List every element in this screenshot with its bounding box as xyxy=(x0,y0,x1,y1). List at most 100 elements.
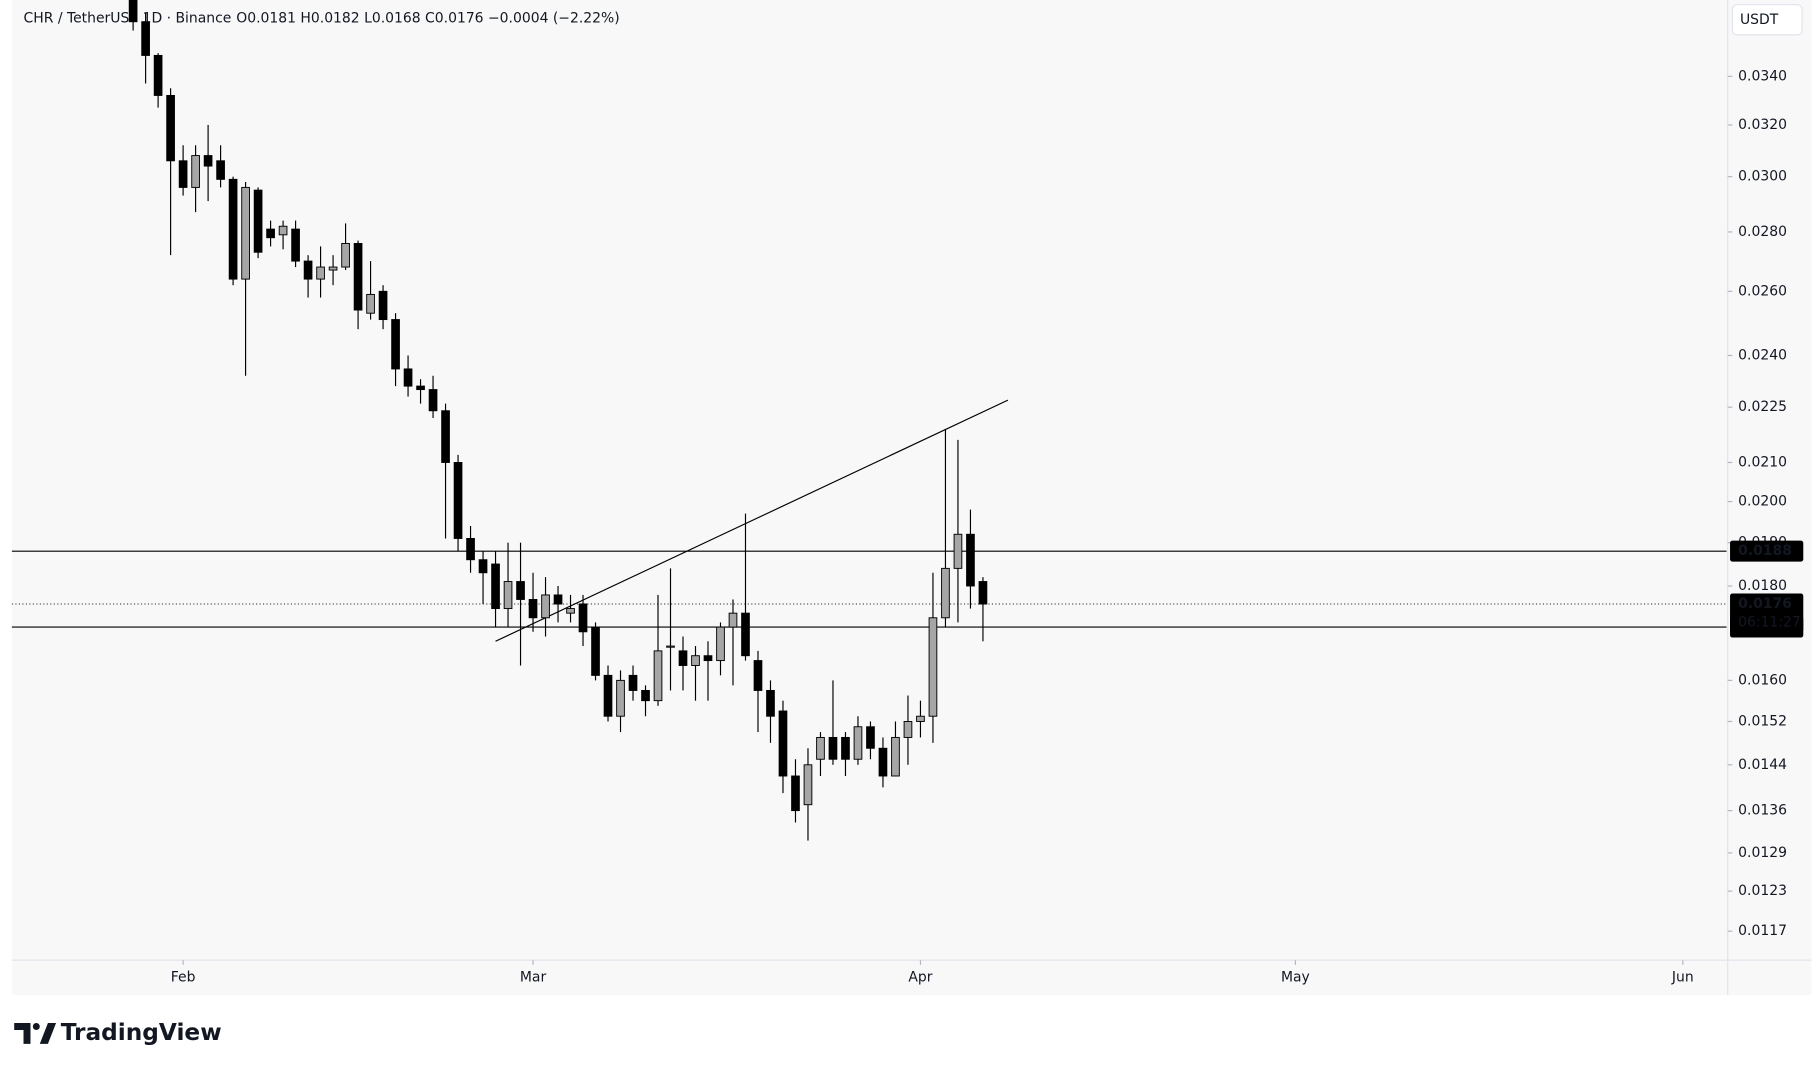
x-tick-label: Feb xyxy=(171,970,196,986)
candle-body xyxy=(341,243,350,268)
candle-body xyxy=(678,650,688,666)
countdown-label: 06:11:27 xyxy=(1738,615,1801,631)
candle-body xyxy=(391,319,400,370)
candle-body xyxy=(266,228,275,239)
candle-body xyxy=(228,178,238,280)
candle-body xyxy=(128,0,138,23)
trendline xyxy=(495,399,1009,642)
candle-body xyxy=(716,626,725,662)
candle-body xyxy=(541,594,550,619)
candle-body xyxy=(253,189,263,253)
x-tick-label: Mar xyxy=(520,970,547,986)
candle-body xyxy=(503,581,513,610)
level-label: 0.0188 xyxy=(1738,543,1792,559)
candle-body xyxy=(578,603,588,633)
candle-body xyxy=(328,266,338,271)
candle-body xyxy=(191,155,200,188)
candle-body xyxy=(703,655,713,662)
candle-body xyxy=(378,290,388,321)
symbol-label: CHR / TetherUS · 1D · Binance xyxy=(24,11,232,27)
candle-body xyxy=(666,645,675,648)
candle-body xyxy=(141,21,150,56)
candle-body xyxy=(528,598,538,619)
y-tick-label: 0.0240 xyxy=(1738,347,1787,363)
candle-body xyxy=(828,736,838,760)
logo-mark xyxy=(14,1022,31,1044)
y-tick-label: 0.0200 xyxy=(1738,494,1787,510)
candle-body xyxy=(203,155,213,167)
currency-label[interactable]: USDT xyxy=(1740,12,1779,28)
y-tick-label: 0.0117 xyxy=(1738,923,1787,939)
y-tick-label: 0.0260 xyxy=(1738,283,1787,299)
candle-body xyxy=(628,674,638,691)
candle-body xyxy=(766,689,775,717)
y-tick-label: 0.0180 xyxy=(1738,578,1787,594)
candle-body xyxy=(691,655,700,666)
candle-body xyxy=(241,186,250,280)
candle-body xyxy=(928,617,938,717)
candle-body xyxy=(891,736,900,777)
candle-body xyxy=(653,650,663,702)
candle-body xyxy=(153,54,163,96)
candle-body xyxy=(978,581,988,605)
candle-body xyxy=(603,674,613,717)
candle-body xyxy=(866,726,875,749)
candle-body xyxy=(366,293,375,314)
candle-body xyxy=(803,764,813,806)
brand-name: TradingView xyxy=(61,1019,222,1046)
candle-body xyxy=(441,410,450,463)
currency-button[interactable] xyxy=(1731,4,1803,36)
candle-body xyxy=(403,368,413,387)
candle-body xyxy=(491,563,500,610)
candle-body xyxy=(178,160,188,188)
candle-body xyxy=(291,228,300,262)
x-tick-label: Apr xyxy=(908,970,932,986)
candle-body xyxy=(316,266,325,280)
candle-body xyxy=(553,594,563,605)
logo-mark xyxy=(39,1022,57,1044)
candle-body xyxy=(278,225,288,236)
candle-body xyxy=(453,462,463,539)
candle-body xyxy=(941,567,950,619)
last-price-label: 0.0176 xyxy=(1738,596,1792,612)
candle-body xyxy=(816,736,825,760)
y-tick-label: 0.0280 xyxy=(1738,224,1787,240)
candle-body xyxy=(778,710,788,777)
candle-body xyxy=(516,581,525,600)
candle-body xyxy=(753,660,763,691)
candle-body xyxy=(878,747,888,777)
price-label-box xyxy=(1730,540,1804,562)
candle-body xyxy=(591,626,600,676)
candle-body xyxy=(566,608,575,614)
candle-body xyxy=(166,94,175,162)
candle-body xyxy=(466,537,475,561)
y-tick-label: 0.0340 xyxy=(1738,68,1787,84)
candle-body xyxy=(353,243,363,311)
y-tick-label: 0.0300 xyxy=(1738,169,1787,185)
candle-body xyxy=(966,533,975,587)
candle-body xyxy=(641,689,650,702)
price-label-box xyxy=(1730,593,1804,632)
y-tick-label: 0.0160 xyxy=(1738,672,1787,688)
logo-dot xyxy=(32,1022,40,1030)
candle-body xyxy=(953,533,963,569)
candle-body xyxy=(616,679,625,717)
y-tick-label: 0.0225 xyxy=(1738,399,1787,415)
x-tick-label: Jun xyxy=(1671,970,1694,986)
y-tick-label: 0.0136 xyxy=(1738,803,1787,819)
y-tick-label: 0.0152 xyxy=(1738,713,1787,729)
y-tick-label: 0.0123 xyxy=(1738,883,1787,899)
x-tick-label: May xyxy=(1281,970,1310,986)
candle-body xyxy=(916,715,925,722)
chart-background xyxy=(11,0,1812,996)
candle-body xyxy=(791,775,800,812)
y-tick-label: 0.0129 xyxy=(1738,845,1787,861)
candle-body xyxy=(903,721,913,738)
candle-body xyxy=(478,559,488,574)
y-tick-label: 0.0320 xyxy=(1738,117,1787,133)
candle-body xyxy=(741,612,750,657)
candle-body xyxy=(728,612,738,628)
brand-logo: TradingView xyxy=(14,1019,222,1046)
